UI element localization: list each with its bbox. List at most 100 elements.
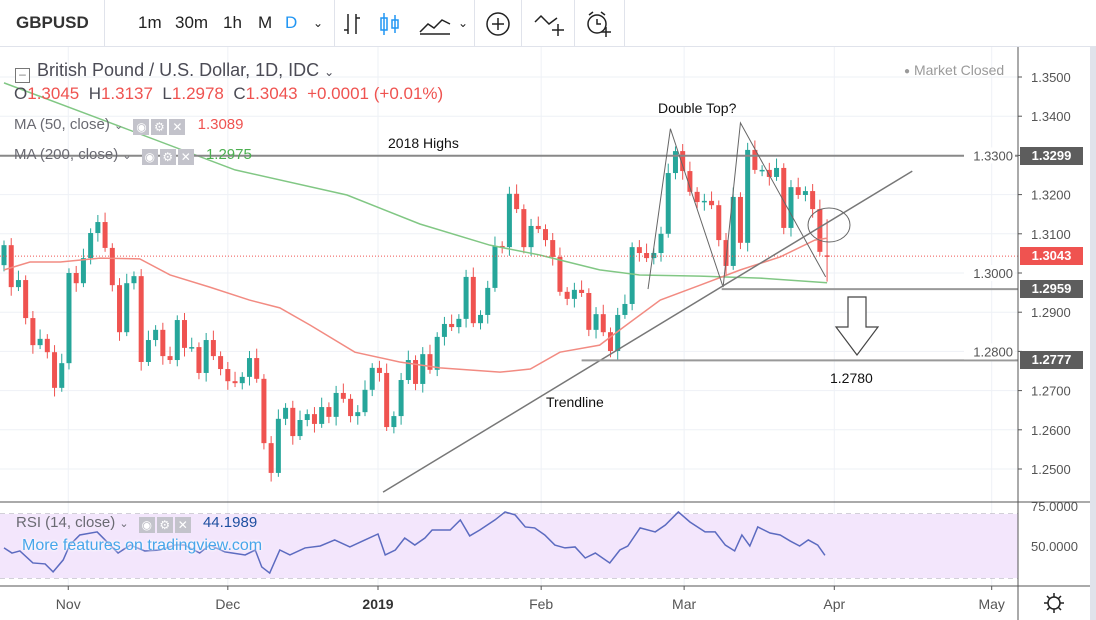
candle-body <box>254 358 260 379</box>
ma50-legend[interactable]: MA (50, close) ⌄ ◉ ⚙ ✕ 1.3089 <box>14 116 244 135</box>
area-chart-icon[interactable] <box>419 19 451 35</box>
time-tick-label: 2019 <box>362 596 393 612</box>
eye-icon[interactable]: ◉ <box>141 149 158 165</box>
price-tick-label: 1.2900 <box>1031 305 1071 320</box>
divider <box>521 0 522 46</box>
chevron-down-icon[interactable]: ⌄ <box>458 16 469 30</box>
price-label: 1.2959 <box>1020 280 1083 299</box>
close-icon[interactable]: ✕ <box>177 149 194 165</box>
gear-icon[interactable]: ⚙ <box>159 149 176 165</box>
divider <box>624 0 625 46</box>
candle-chart-icon[interactable] <box>380 13 399 35</box>
candle-body <box>182 320 187 348</box>
time-tick-label: Mar <box>672 596 696 612</box>
chevron-down-icon[interactable]: ⌄ <box>313 16 324 30</box>
right-frame <box>1090 47 1096 620</box>
candle-body <box>802 191 808 195</box>
candle-body <box>441 323 447 337</box>
candle-body <box>398 380 404 417</box>
candle-body <box>571 289 577 299</box>
interval-30m[interactable]: 30m <box>175 13 209 32</box>
symbol-button[interactable]: GBPUSD <box>16 13 89 32</box>
candle-body <box>543 229 548 241</box>
symbol-title: British Pound / U.S. Dollar, 1D, IDC <box>37 60 320 80</box>
candle-body <box>528 225 534 248</box>
candle-body <box>153 329 159 341</box>
candle-body <box>600 314 606 333</box>
candle-body <box>261 378 267 444</box>
close-icon[interactable]: ✕ <box>169 119 186 135</box>
ma50-value: 1.3089 <box>197 116 244 133</box>
candle-body <box>145 340 151 362</box>
highlight-circle <box>807 207 851 243</box>
gear-icon[interactable]: ⚙ <box>151 119 168 135</box>
candle-body <box>615 314 621 352</box>
interval-1h[interactable]: 1h <box>223 13 242 32</box>
candle-body <box>478 314 484 324</box>
candle-body <box>102 222 108 248</box>
close-label: C <box>233 84 246 103</box>
candle-body <box>636 247 642 254</box>
interval-month[interactable]: M <box>258 13 273 32</box>
compare-icon[interactable] <box>533 10 567 38</box>
price-tick-label: 1.3000 <box>973 266 1013 281</box>
candle-body <box>88 233 94 259</box>
price-tick-label: 1.2700 <box>1031 384 1071 399</box>
price-tick-label: 1.2800 <box>973 344 1013 359</box>
price-label: 1.2777 <box>1020 351 1083 370</box>
interval-1m[interactable]: 1m <box>138 13 162 32</box>
chevron-down-icon[interactable]: ⌄ <box>114 120 124 132</box>
eye-icon[interactable]: ◉ <box>138 517 155 533</box>
candle-body <box>658 233 664 254</box>
candle-body <box>795 187 801 195</box>
eye-icon[interactable]: ◉ <box>133 119 150 135</box>
symbol-legend[interactable]: – British Pound / U.S. Dollar, 1D, IDC ⌄ <box>15 60 334 83</box>
candle-body <box>37 338 43 346</box>
open-label: O <box>14 84 28 103</box>
alert-clock-icon[interactable] <box>584 9 614 39</box>
trendline-label: Trendline <box>546 394 604 410</box>
candle-body <box>15 280 21 288</box>
double-top-zigzag <box>647 121 827 290</box>
candle-body <box>463 276 469 319</box>
chevron-down-icon[interactable]: ⌄ <box>119 518 129 530</box>
rsi-tick-label: 50.0000 <box>1031 539 1078 554</box>
candle-body <box>781 167 787 228</box>
rsi-legend[interactable]: RSI (14, close) ⌄ ◉ ⚙ ✕ 44.1989 <box>16 514 257 533</box>
bar-chart-icon[interactable] <box>344 14 360 34</box>
candle-body <box>514 193 520 210</box>
candle-body <box>456 318 462 328</box>
candle-body <box>232 381 238 384</box>
add-indicator-icon[interactable] <box>484 10 512 38</box>
price-tick-label-bg <box>964 147 1015 164</box>
candle-body <box>492 245 498 288</box>
candle-body <box>355 412 361 417</box>
divider <box>474 0 475 46</box>
candle-body <box>723 240 729 266</box>
candle-body <box>622 303 628 315</box>
candle-body <box>766 169 772 177</box>
promo-link[interactable]: More features on tradingview.com <box>22 537 263 554</box>
time-tick-label: May <box>978 596 1004 612</box>
close-icon[interactable]: ✕ <box>174 517 191 533</box>
interval-day[interactable]: D <box>285 13 298 32</box>
gear-icon[interactable]: ⚙ <box>156 517 173 533</box>
candle-body <box>44 338 50 353</box>
candles <box>1 140 830 482</box>
settings-gear-icon[interactable] <box>1043 592 1065 614</box>
candle-body <box>709 200 715 206</box>
candle-body <box>774 167 780 177</box>
chevron-down-icon[interactable]: ⌄ <box>122 150 132 162</box>
candle-body <box>376 367 382 373</box>
collapse-icon[interactable]: – <box>15 68 30 83</box>
close-value: 1.3043 <box>245 84 298 103</box>
candle-body <box>629 247 635 304</box>
target-label: 1.2780 <box>830 370 873 386</box>
rsi-value: 44.1989 <box>202 514 258 531</box>
ma200-legend[interactable]: MA (200, close) ⌄ ◉ ⚙ ✕ 1.2975 <box>14 146 252 165</box>
candle-body <box>752 149 758 170</box>
candle-body <box>8 245 14 288</box>
candle-body <box>109 247 115 286</box>
chevron-down-icon[interactable]: ⌄ <box>324 65 335 79</box>
